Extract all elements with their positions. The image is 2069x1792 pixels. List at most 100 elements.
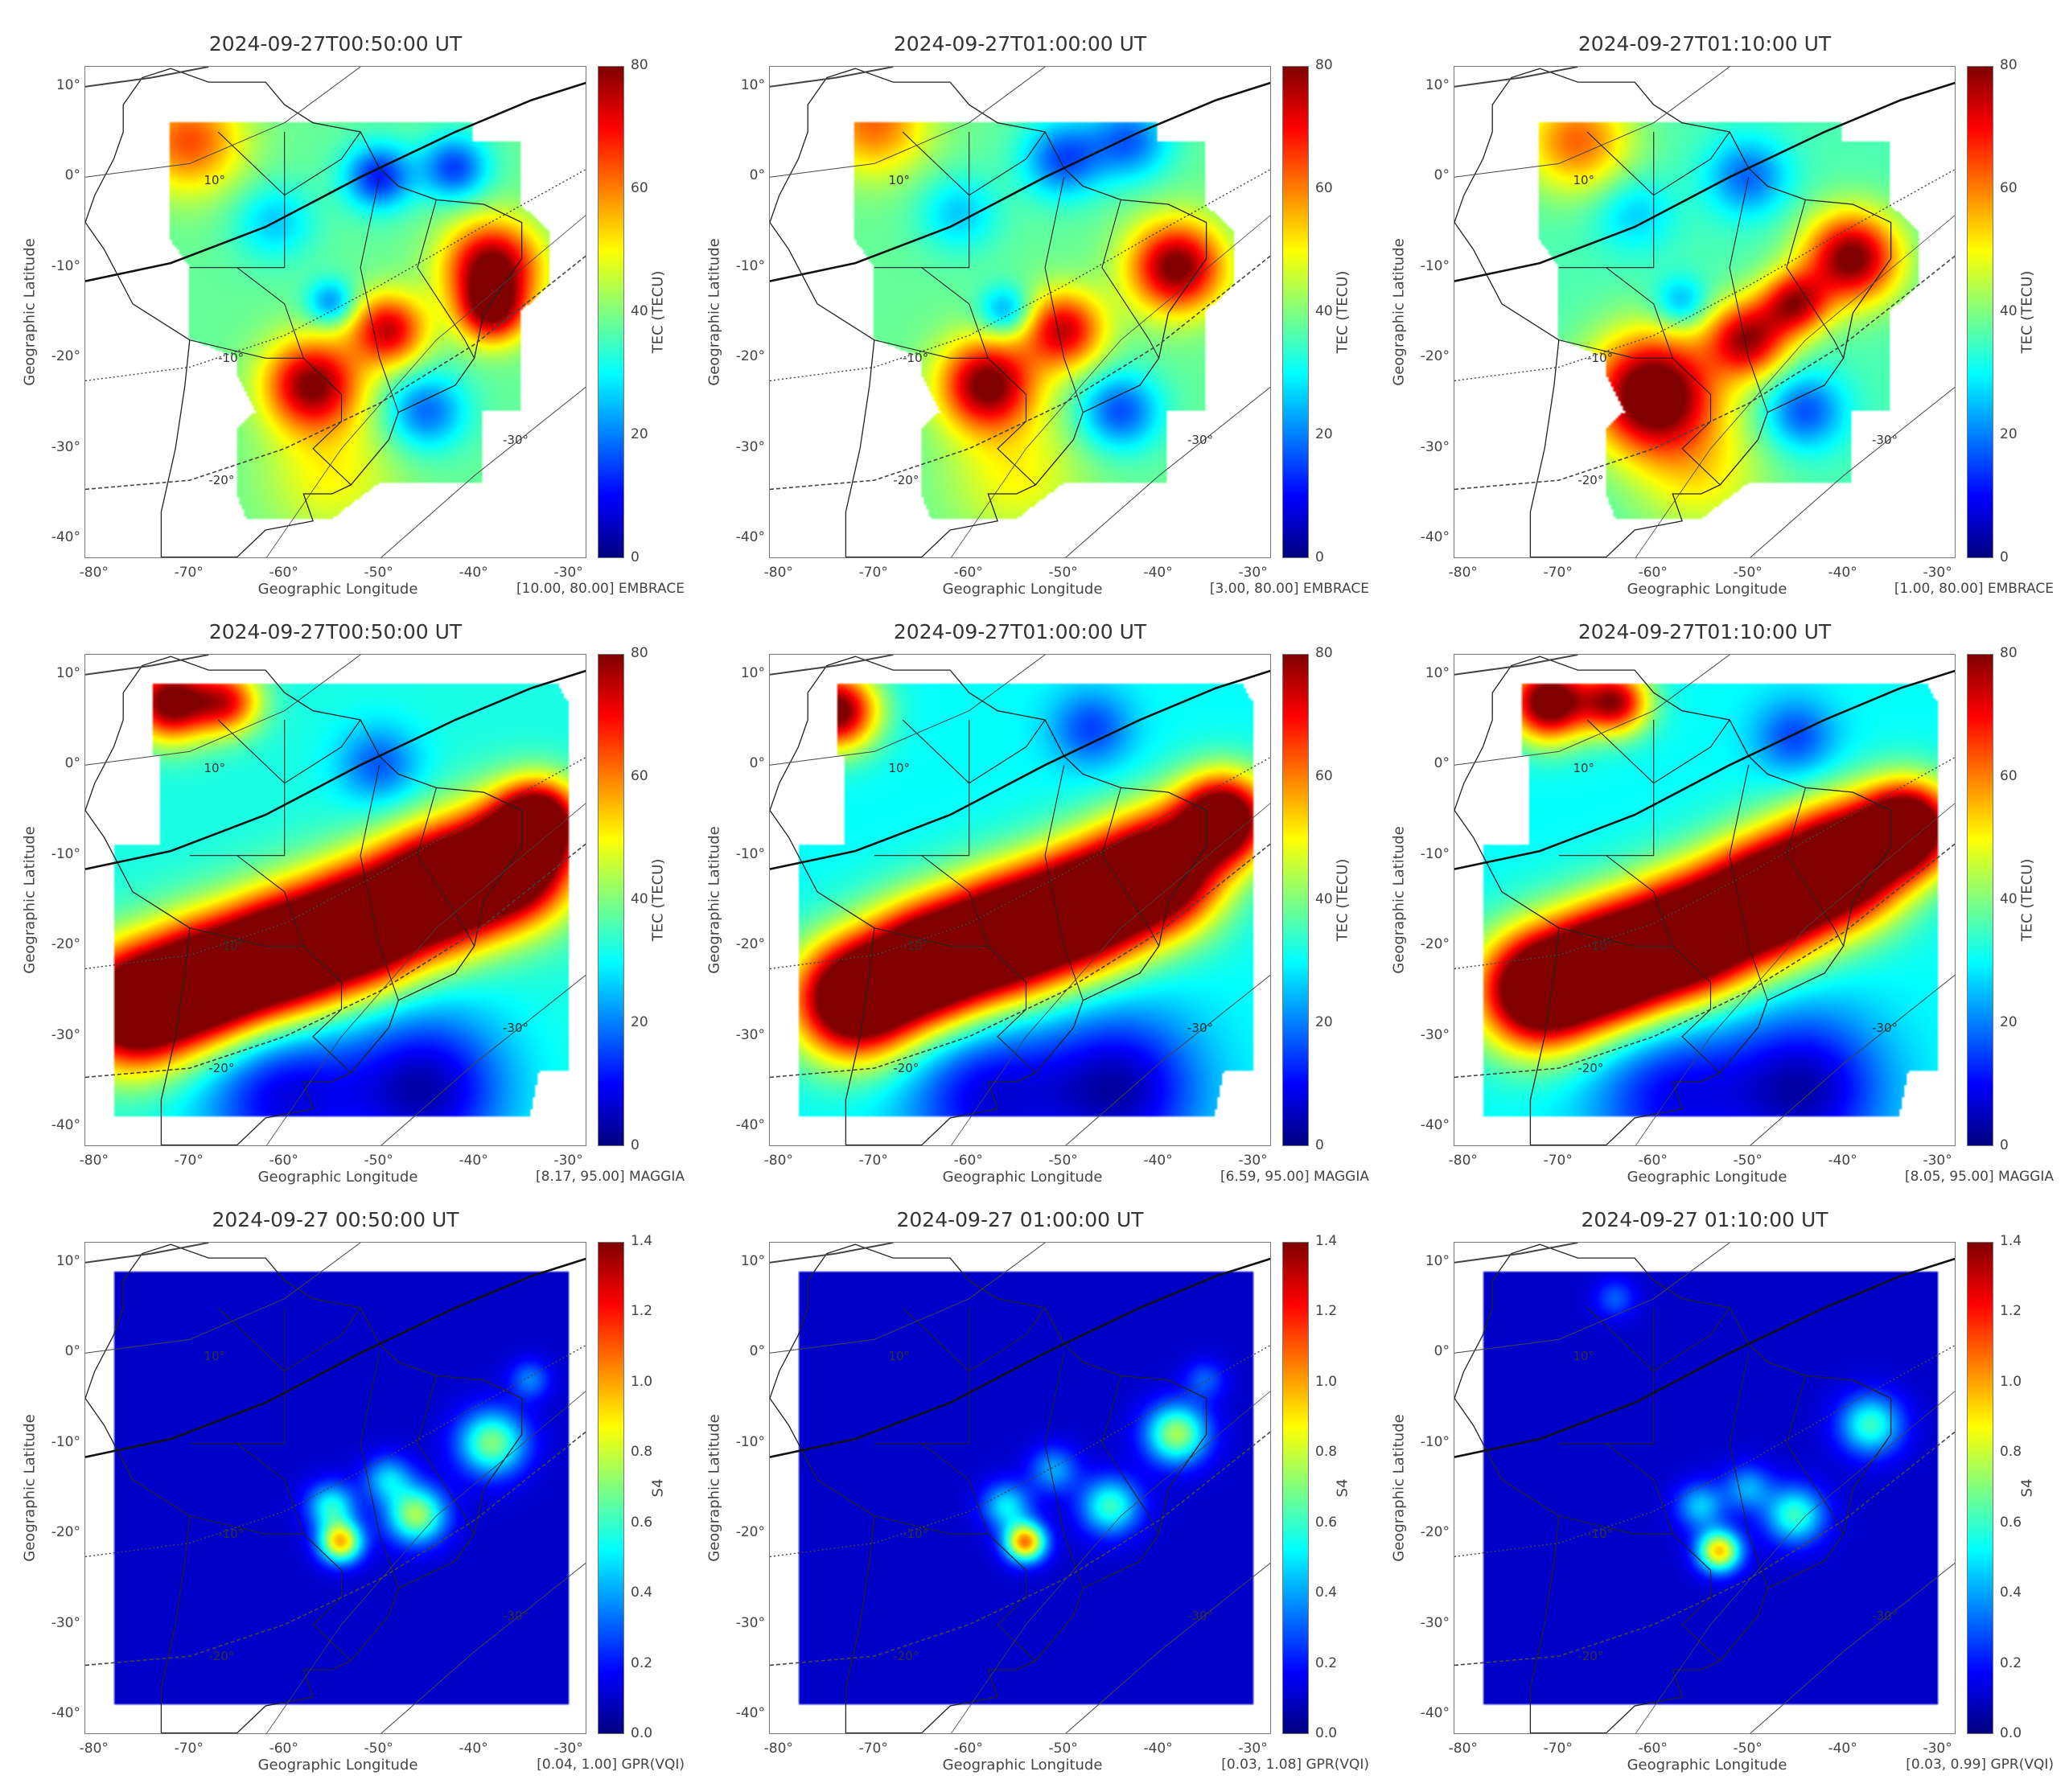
magnetic-latitude-line bbox=[770, 756, 1270, 970]
map-panel: 2024-09-27T01:10:00 UT 10° -10° -20° -30° -80… bbox=[1369, 588, 2055, 1186]
lat-tick-label: 10° bbox=[740, 664, 765, 681]
panel-title: 2024-09-27 01:10:00 UT bbox=[1581, 1208, 1828, 1231]
coastline bbox=[85, 68, 523, 557]
lon-tick-label: -30° bbox=[1923, 1741, 1952, 1757]
contour-label: -10° bbox=[218, 939, 245, 954]
panel-title: 2024-09-27T00:50:00 UT bbox=[208, 32, 463, 55]
country-border bbox=[360, 765, 399, 1001]
lat-tick-label: -30° bbox=[735, 438, 765, 455]
colorbar-tick-label: 1.4 bbox=[631, 1233, 653, 1249]
map-overlay bbox=[1454, 67, 1955, 557]
colorbar-tick-label: 1.2 bbox=[2000, 1303, 2022, 1320]
x-axis-label: Geographic Longitude bbox=[257, 1169, 418, 1186]
colorbar-tick-label: 80 bbox=[2000, 645, 2018, 661]
y-axis-label: Geographic Latitude bbox=[1390, 1414, 1408, 1562]
coastline bbox=[85, 656, 523, 1145]
country-border bbox=[1586, 131, 1730, 196]
magnetic-latitude-line bbox=[1454, 655, 1578, 676]
colorbar bbox=[598, 654, 624, 1146]
lat-tick-label: 10° bbox=[56, 664, 80, 681]
lat-tick-label: -20° bbox=[51, 936, 80, 953]
map-panel: 2024-09-27T01:00:00 UT 10° -10° -20° -30° -80… bbox=[685, 0, 1370, 598]
lon-tick-label: -50° bbox=[364, 565, 393, 581]
lat-tick-label: -30° bbox=[735, 1614, 765, 1631]
lat-tick-label: -40° bbox=[1420, 1705, 1450, 1722]
contour-label: -20° bbox=[1577, 1061, 1604, 1076]
lon-tick-label: -80° bbox=[1448, 1153, 1478, 1169]
lat-tick-label: 10° bbox=[1425, 664, 1450, 681]
colorbar-tick-label: 0.4 bbox=[1315, 1584, 1338, 1601]
lon-tick-label: -70° bbox=[1543, 565, 1573, 581]
lon-tick-label: -30° bbox=[553, 1153, 583, 1169]
y-axis-label: Geographic Latitude bbox=[705, 238, 723, 386]
lat-tick-label: -20° bbox=[1420, 936, 1450, 953]
x-axis-label: Geographic Longitude bbox=[257, 581, 418, 598]
coastline bbox=[1454, 656, 1892, 1145]
colorbar-tick-label: 40 bbox=[1315, 891, 1333, 907]
magnetic-latitude-line bbox=[85, 655, 209, 676]
magnetic-equator-line bbox=[1454, 669, 1955, 870]
lon-tick-label: -50° bbox=[1733, 1153, 1763, 1169]
magnetic-equator-line bbox=[85, 669, 586, 870]
country-border bbox=[874, 1308, 970, 1445]
lat-tick-label: 0° bbox=[749, 1343, 765, 1360]
magnetic-equator-line bbox=[1454, 1257, 1955, 1458]
magnetic-latitude-line bbox=[770, 655, 894, 676]
magnetic-latitude-line bbox=[85, 1243, 209, 1264]
coastline bbox=[85, 1243, 523, 1733]
colorbar bbox=[1967, 654, 1993, 1146]
colorbar-tick-label: 0 bbox=[631, 549, 640, 565]
lon-tick-label: -40° bbox=[1828, 1741, 1857, 1757]
lat-tick-label: 0° bbox=[64, 1343, 80, 1360]
map-panel: 2024-09-27 01:00:00 UT 10° -10° -20° -30° -80… bbox=[685, 1176, 1370, 1774]
x-axis-label: Geographic Longitude bbox=[942, 581, 1103, 598]
country-border bbox=[360, 1353, 399, 1589]
colorbar-tick-label: 60 bbox=[2000, 180, 2018, 196]
magnetic-latitude-line bbox=[770, 67, 894, 88]
magnetic-latitude-line bbox=[770, 655, 1046, 766]
range-annotation: [10.00, 80.00] EMBRACE bbox=[516, 581, 685, 597]
lon-tick-label: -40° bbox=[459, 1741, 488, 1757]
lon-tick-label: -30° bbox=[553, 565, 583, 581]
map-panel: 2024-09-27T00:50:00 UT 10° -10° -20° -30° -80… bbox=[0, 588, 685, 1186]
country-border bbox=[1044, 765, 1084, 1001]
colorbar-tick-label: 0.6 bbox=[631, 1514, 653, 1531]
coastline bbox=[1454, 68, 1892, 557]
panel-title: 2024-09-27T01:10:00 UT bbox=[1577, 620, 1832, 643]
panel-title: 2024-09-27T01:00:00 UT bbox=[893, 32, 1147, 55]
lon-tick-label: -70° bbox=[174, 1741, 204, 1757]
country-border bbox=[1558, 1308, 1655, 1445]
country-border bbox=[902, 131, 1046, 196]
colorbar-label: S4 bbox=[2018, 1478, 2036, 1498]
magnetic-latitude-line bbox=[85, 255, 586, 491]
map-axes: 10° -10° -20° -30° bbox=[84, 66, 586, 558]
country-border bbox=[1558, 132, 1655, 269]
lat-tick-label: -30° bbox=[735, 1026, 765, 1043]
country-border bbox=[874, 267, 989, 359]
lon-tick-label: -40° bbox=[1828, 1153, 1857, 1169]
magnetic-latitude-line bbox=[1454, 1243, 1730, 1354]
country-border bbox=[302, 1533, 352, 1662]
contour-label: -10° bbox=[903, 939, 929, 954]
coastline bbox=[770, 656, 1207, 1145]
colorbar-tick-label: 0 bbox=[1315, 549, 1324, 565]
country-border bbox=[874, 720, 970, 857]
map-axes: 10° -10° -20° -30° bbox=[769, 66, 1271, 558]
magnetic-latitude-line bbox=[950, 803, 1270, 1145]
heatmap-field bbox=[1454, 67, 1955, 557]
country-border bbox=[1586, 719, 1730, 784]
magnetic-latitude-line bbox=[85, 67, 361, 178]
colorbar-tick-label: 1.0 bbox=[631, 1373, 653, 1390]
lon-tick-label: -70° bbox=[174, 565, 204, 581]
range-annotation: [0.03, 0.99] GPR(VQI) bbox=[1906, 1757, 2054, 1773]
contour-label: -30° bbox=[1872, 432, 1898, 447]
colorbar-tick-label: 20 bbox=[2000, 1014, 2018, 1030]
magnetic-latitude-line bbox=[1750, 1562, 1955, 1733]
lat-tick-label: -10° bbox=[735, 257, 765, 274]
contour-label: -10° bbox=[1587, 1527, 1614, 1542]
magnetic-latitude-line bbox=[1635, 1391, 1955, 1733]
lat-tick-label: -40° bbox=[735, 1117, 765, 1134]
range-annotation: [3.00, 80.00] EMBRACE bbox=[1209, 581, 1369, 597]
lat-tick-label: 10° bbox=[1425, 1252, 1450, 1269]
contour-label: -10° bbox=[1587, 351, 1614, 366]
